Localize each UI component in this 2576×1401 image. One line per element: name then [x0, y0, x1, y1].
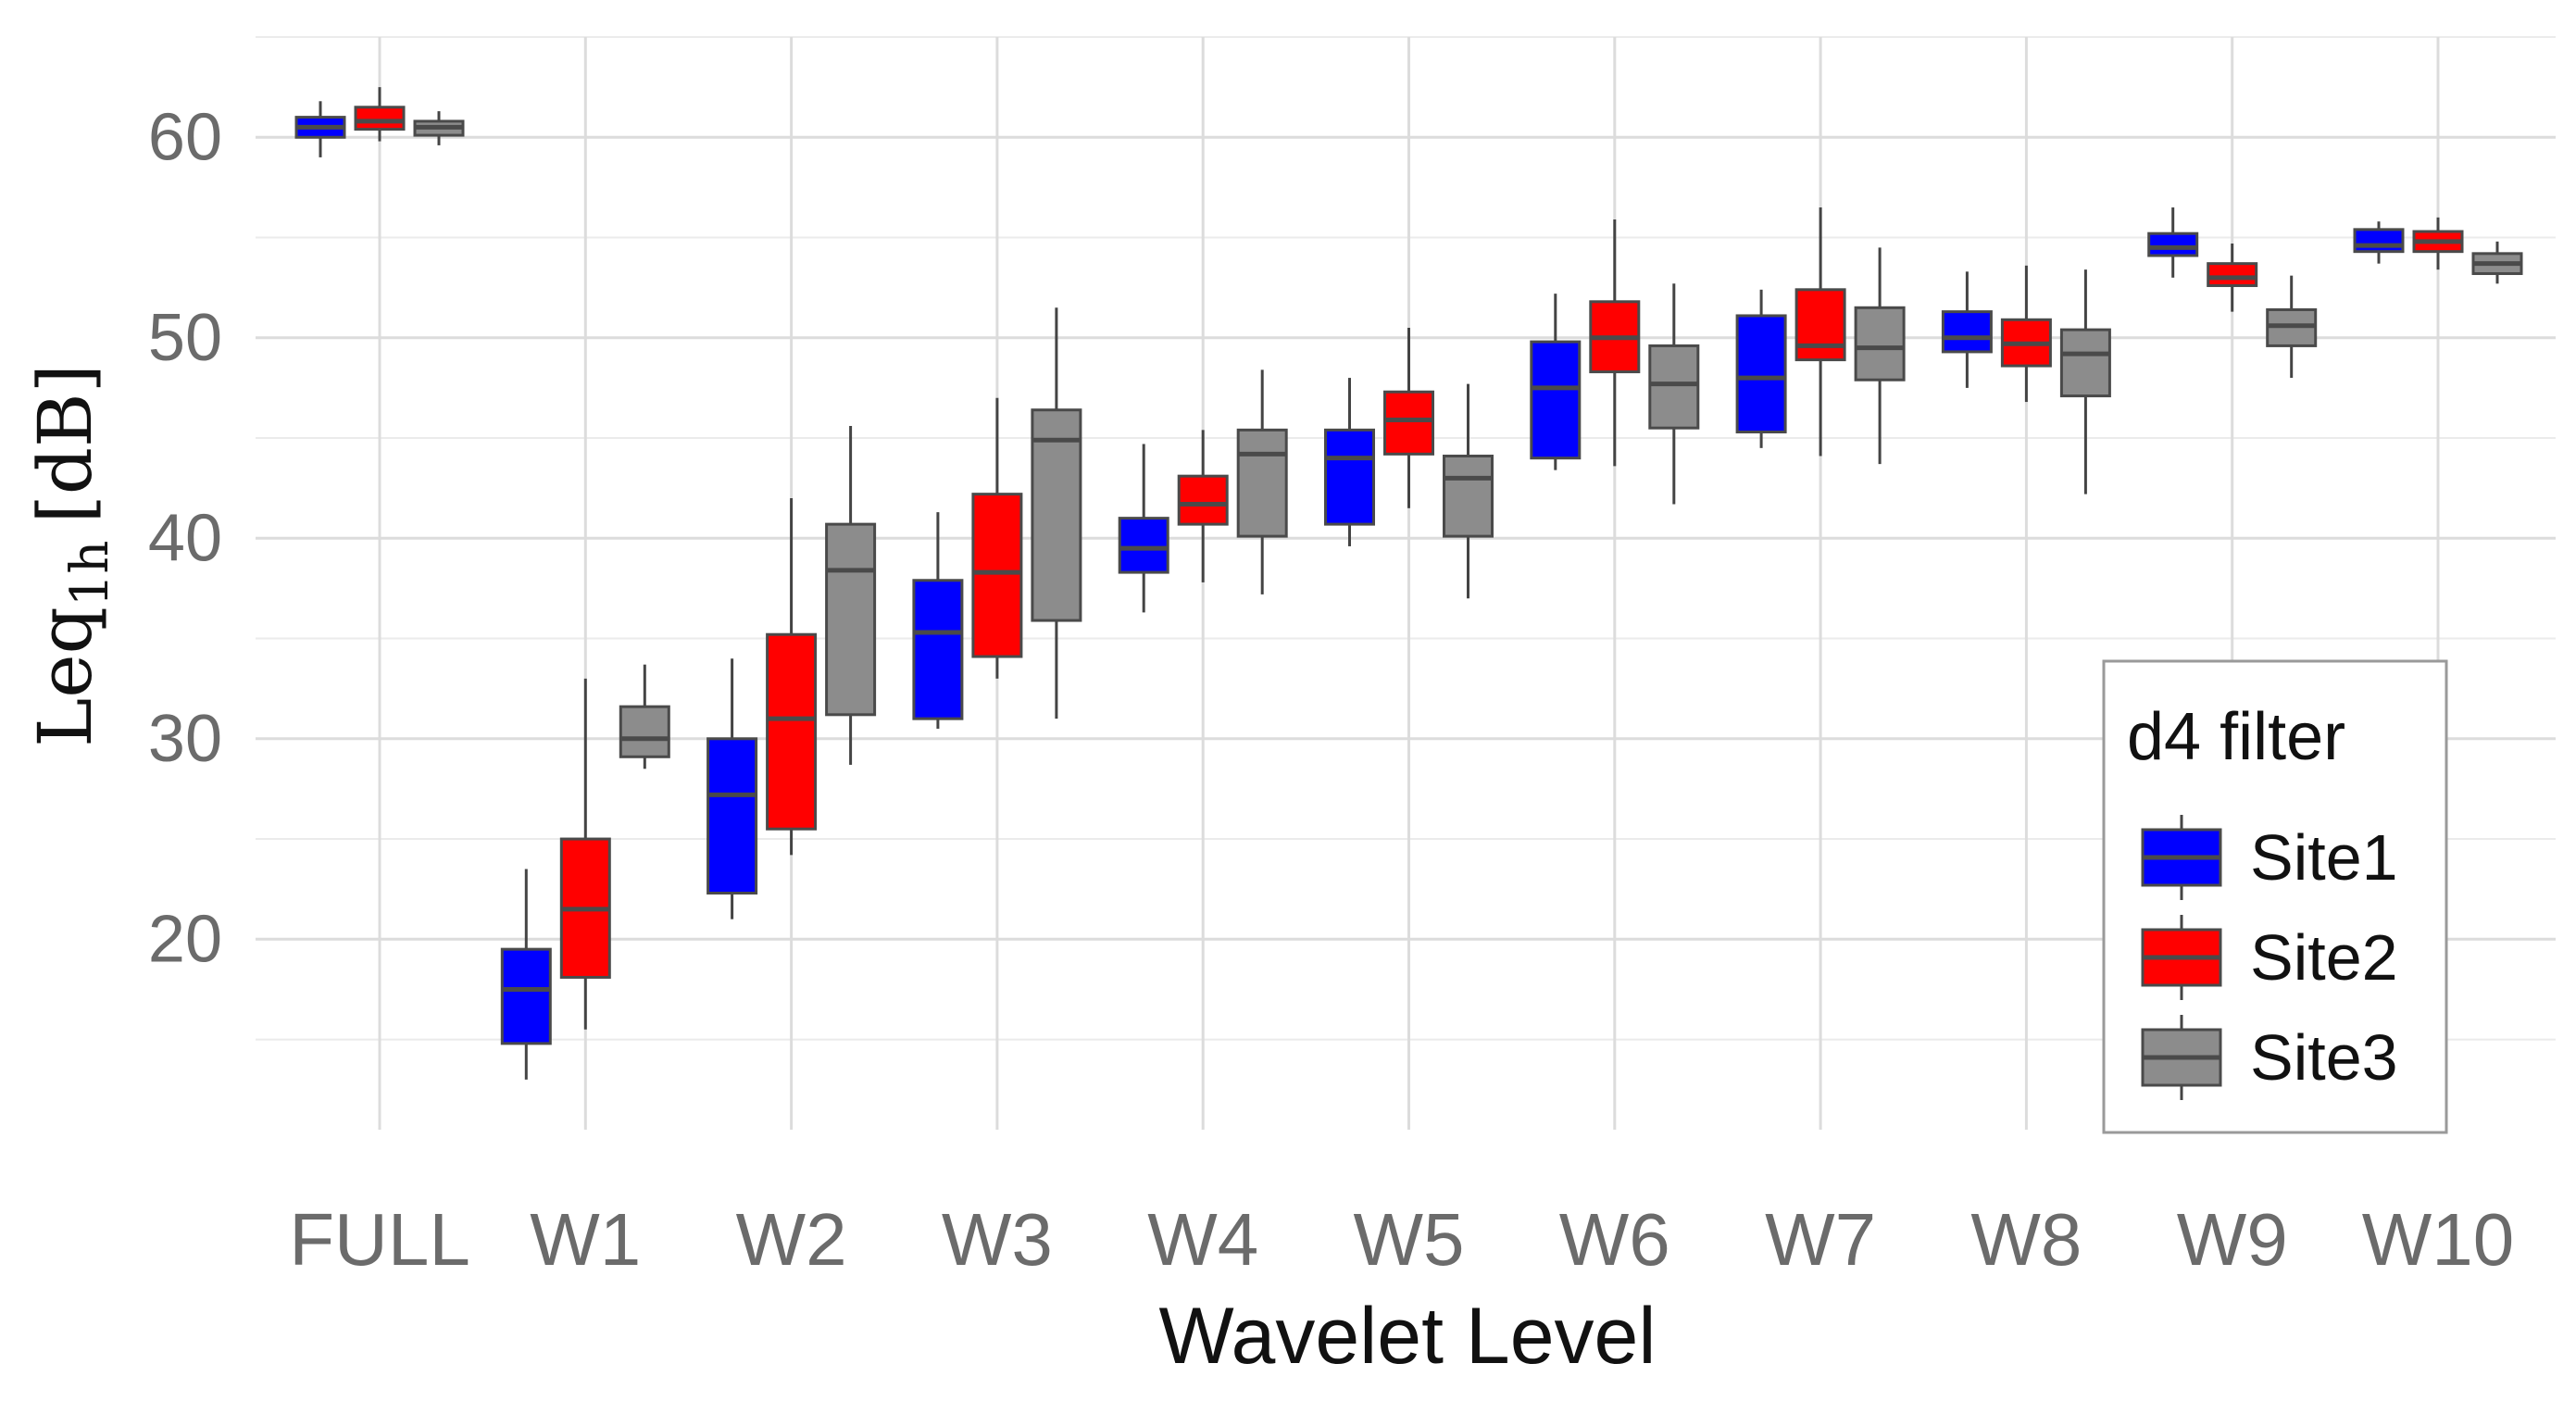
y-tick-label: 50 — [148, 301, 222, 375]
box-body — [2059, 328, 2111, 398]
box-body — [1118, 517, 1169, 574]
box-body — [766, 632, 818, 831]
box-body — [1530, 340, 1582, 460]
box-site2-w6 — [1589, 219, 1641, 467]
box-site3-w4 — [1236, 369, 1288, 594]
x-tick-label: W1 — [530, 1198, 641, 1281]
legend-item-site1: Site1 — [2141, 815, 2398, 900]
series-site1 — [294, 101, 2405, 1080]
box-site2-w5 — [1383, 327, 1434, 508]
legend-label: Site1 — [2250, 821, 2398, 894]
box-site2-full — [354, 87, 406, 142]
x-tick-label: W9 — [2177, 1198, 2288, 1281]
box-site2-w2 — [766, 497, 818, 856]
legend-items: Site1 Site2 Site3 — [2141, 815, 2398, 1100]
box-site1-w2 — [707, 658, 758, 919]
box-series — [294, 87, 2523, 1080]
box-site2-w10 — [2412, 217, 2464, 270]
y-tick-labels: 20 30 40 50 60 — [148, 100, 222, 976]
box-site1-w7 — [1735, 289, 1787, 448]
box-site1-w9 — [2147, 207, 2199, 278]
box-body — [619, 705, 670, 758]
x-tick-labels: FULL W1 W2 W3 W4 W5 W6 W7 W8 W9 W10 — [289, 1198, 2514, 1281]
box-body — [1031, 408, 1082, 622]
box-body — [1177, 474, 1229, 526]
y-tick-label: 40 — [148, 501, 222, 575]
x-tick-label: FULL — [289, 1198, 470, 1281]
legend-title: d4 filter — [2127, 700, 2345, 774]
box-site1-w4 — [1118, 444, 1169, 613]
series-site2 — [354, 87, 2464, 1030]
box-site3-w6 — [1648, 283, 1700, 505]
box-site3-w3 — [1031, 307, 1082, 719]
x-tick-label: W8 — [1970, 1198, 2082, 1281]
box-body — [2353, 228, 2405, 254]
box-body — [707, 737, 758, 895]
box-site2-w3 — [971, 397, 1023, 679]
box-site3-w1 — [619, 664, 670, 769]
y-axis-title-subscript: 1h — [60, 541, 120, 607]
x-tick-label: W2 — [736, 1198, 847, 1281]
x-tick-label: W6 — [1559, 1198, 1670, 1281]
box-site3-w9 — [2266, 275, 2318, 379]
box-site3-w2 — [825, 426, 877, 765]
box-body — [2207, 262, 2258, 287]
box-site1-full — [294, 101, 346, 157]
legend-label: Site2 — [2250, 921, 2398, 994]
box-site2-w8 — [2000, 265, 2052, 403]
box-body — [1648, 344, 1700, 430]
box-body — [1383, 390, 1434, 456]
y-tick-label: 30 — [148, 702, 222, 776]
y-tick-label: 60 — [148, 100, 222, 174]
legend: d4 filter Site1 Site2 Site3 — [2102, 659, 2448, 1134]
legend-label: Site3 — [2250, 1021, 2398, 1094]
box-site3-w7 — [1854, 247, 1906, 465]
box-site1-w10 — [2353, 221, 2405, 264]
box-site1-w8 — [1941, 271, 1993, 388]
box-site1-w3 — [912, 512, 964, 729]
box-site3-w10 — [2471, 241, 2523, 284]
box-site1-w6 — [1530, 294, 1582, 470]
box-body — [1794, 288, 1846, 362]
box-body — [1941, 310, 1993, 354]
box-body — [1854, 306, 1906, 382]
box-body — [912, 579, 964, 720]
box-site1-w1 — [500, 869, 552, 1080]
box-site3-w8 — [2059, 269, 2111, 494]
y-axis-title-main: Leq — [22, 607, 108, 747]
x-tick-label: W10 — [2362, 1198, 2515, 1281]
x-tick-label: W4 — [1147, 1198, 1258, 1281]
box-body — [2147, 231, 2199, 257]
box-site3-full — [413, 111, 465, 145]
y-tick-label: 20 — [148, 902, 222, 976]
box-body — [1443, 455, 1494, 538]
x-tick-label: W7 — [1765, 1198, 1876, 1281]
box-body — [1735, 314, 1787, 434]
x-axis-title: Wavelet Level — [1159, 1292, 1657, 1381]
box-site2-w9 — [2207, 244, 2258, 312]
box-body — [354, 106, 406, 131]
box-site2-w7 — [1794, 207, 1846, 457]
box-site3-w5 — [1443, 383, 1494, 599]
box-body — [825, 522, 877, 717]
y-axis-title-unit: [dB] — [22, 364, 108, 523]
y-axis-title: Leq1h [dB] — [22, 364, 120, 747]
x-tick-label: W3 — [942, 1198, 1053, 1281]
box-site1-w5 — [1324, 378, 1375, 546]
svg-text:Leq1h[dB]: Leq1h [dB] — [22, 364, 120, 747]
box-site2-w4 — [1177, 430, 1229, 582]
box-site2-w1 — [559, 678, 611, 1030]
box-body — [971, 493, 1023, 658]
legend-item-site2: Site2 — [2141, 915, 2398, 1000]
x-tick-label: W5 — [1354, 1198, 1465, 1281]
box-body — [500, 947, 552, 1045]
legend-item-site3: Site3 — [2141, 1015, 2398, 1100]
box-body — [1236, 428, 1288, 538]
box-body — [1324, 428, 1375, 526]
series-site3 — [413, 111, 2523, 769]
